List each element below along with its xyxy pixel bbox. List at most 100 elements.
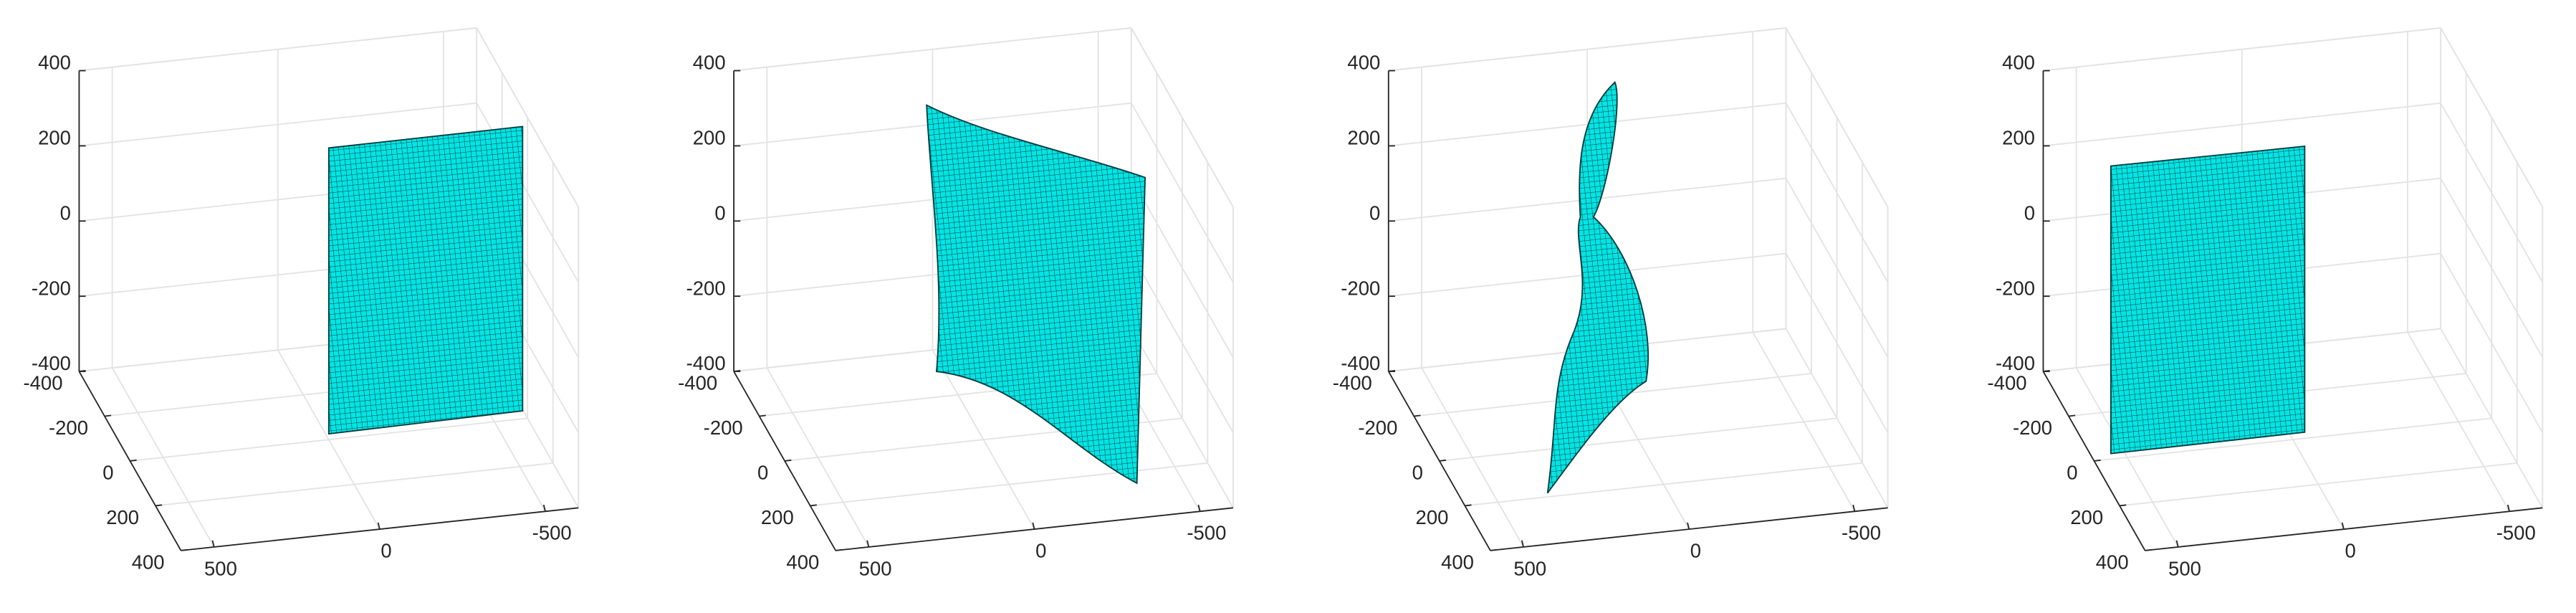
- box-edge: [1388, 27, 1786, 72]
- y-tick-label: -400: [23, 372, 62, 394]
- y-tick-label: 0: [2067, 462, 2077, 484]
- x-tick: [377, 522, 380, 530]
- surface-2: [926, 104, 1146, 485]
- y-tick-label: 0: [102, 462, 113, 484]
- y-tick-label: -200: [2013, 417, 2052, 439]
- y-tick: [1490, 548, 1498, 551]
- z-tick-label: -400: [1996, 352, 2035, 374]
- y-tick: [2145, 548, 2152, 551]
- y-tick-label: -400: [1987, 372, 2026, 394]
- y-tick-label: -200: [49, 417, 88, 439]
- z-tick-label: 0: [60, 201, 71, 224]
- y-grid-line: [2119, 462, 2517, 507]
- x-tick-label: 500: [204, 557, 237, 579]
- x-axis-line: [181, 507, 579, 551]
- x-tick-label: 0: [380, 539, 391, 561]
- x-tick-label: 500: [2168, 557, 2201, 579]
- x-axis-line: [835, 507, 1234, 551]
- x-tick: [1521, 540, 1525, 548]
- x-tick-label: -500: [532, 522, 572, 544]
- x-tick: [1197, 504, 1201, 512]
- z-tick-label: 400: [1347, 52, 1380, 74]
- y-tick: [835, 548, 843, 551]
- z-tick-label: 200: [2002, 127, 2035, 149]
- y-tick: [1439, 459, 1447, 462]
- y-grid-line: [1439, 417, 1837, 462]
- x-tick: [1032, 522, 1035, 530]
- y-tick: [104, 414, 112, 417]
- box-edge: [79, 27, 477, 72]
- x-tick: [2341, 522, 2345, 530]
- x-tick-label: -500: [2496, 522, 2536, 544]
- x-tick-label: 0: [2345, 539, 2355, 561]
- x-tick-label: -500: [1842, 522, 1881, 544]
- x-tick: [542, 504, 546, 512]
- y-tick-label: 400: [2096, 551, 2129, 573]
- surface-mesh: [328, 126, 523, 434]
- z-tick-label: 400: [693, 52, 726, 74]
- y-grid-line: [2094, 417, 2492, 462]
- box-edge: [2440, 27, 2544, 208]
- x-tick: [211, 540, 215, 548]
- x-tick-label: 0: [1690, 539, 1701, 561]
- surface-1: [327, 125, 524, 435]
- x-tick-label: 500: [1513, 557, 1546, 579]
- z-tick-label: -400: [1341, 352, 1380, 374]
- y-tick-label: 0: [757, 462, 768, 484]
- x-tick: [1687, 522, 1690, 530]
- y-tick-label: 200: [2070, 506, 2103, 528]
- y-tick-label: -200: [1358, 417, 1397, 439]
- y-grid-line: [1465, 462, 1863, 507]
- z-tick-label: 0: [1369, 201, 1380, 224]
- y-grid-line: [155, 462, 553, 507]
- y-tick: [2068, 414, 2076, 417]
- z-tick-label: -400: [32, 352, 71, 374]
- surface-4: [2110, 145, 2306, 455]
- z-tick-label: -200: [32, 277, 71, 299]
- z-tick-label: 0: [2024, 201, 2035, 224]
- x-axis-line: [1490, 507, 1888, 551]
- x-axis-line: [2145, 507, 2543, 551]
- z-tick-label: -200: [1341, 277, 1380, 299]
- surface-mesh: [1547, 82, 1649, 493]
- box-edge: [1131, 27, 1234, 208]
- box-edge: [1785, 27, 1889, 208]
- y-tick-label: 400: [1441, 551, 1474, 573]
- z-tick-label: 0: [714, 201, 725, 224]
- y-grid-line: [130, 417, 528, 462]
- surface-3: [1546, 81, 1649, 494]
- y-tick-label: 200: [1416, 506, 1449, 528]
- z-tick-label: 400: [2002, 52, 2035, 74]
- box-edge: [734, 27, 1131, 72]
- y-tick-label: -200: [704, 417, 743, 439]
- z-tick-label: -200: [686, 277, 726, 299]
- z-tick-label: 200: [693, 127, 726, 149]
- surfaces: [327, 81, 2306, 494]
- box-edge: [476, 27, 580, 208]
- z-tick-label: -400: [686, 352, 726, 374]
- x-tick-label: 500: [859, 557, 892, 579]
- y-tick-label: -400: [678, 372, 717, 394]
- z-tick-label: 200: [38, 127, 71, 149]
- y-tick-label: 400: [786, 551, 819, 573]
- box-edge: [2043, 27, 2441, 72]
- y-tick: [130, 459, 137, 462]
- surface-mesh: [927, 105, 1146, 483]
- x-tick-label: -500: [1187, 522, 1226, 544]
- y-tick-label: -400: [1333, 372, 1372, 394]
- y-tick: [2094, 459, 2101, 462]
- z-tick-label: 400: [38, 52, 71, 74]
- y-tick-label: 200: [106, 506, 139, 528]
- y-tick: [181, 548, 188, 551]
- x-tick: [866, 540, 870, 548]
- y-tick-label: 0: [1412, 462, 1423, 484]
- x-tick: [2506, 504, 2510, 512]
- x-tick-label: 0: [1035, 539, 1046, 561]
- y-tick: [785, 459, 792, 462]
- y-tick: [1414, 414, 1421, 417]
- y-grid-line: [810, 462, 1208, 507]
- surface-mesh: [2110, 146, 2305, 454]
- x-tick: [2175, 540, 2179, 548]
